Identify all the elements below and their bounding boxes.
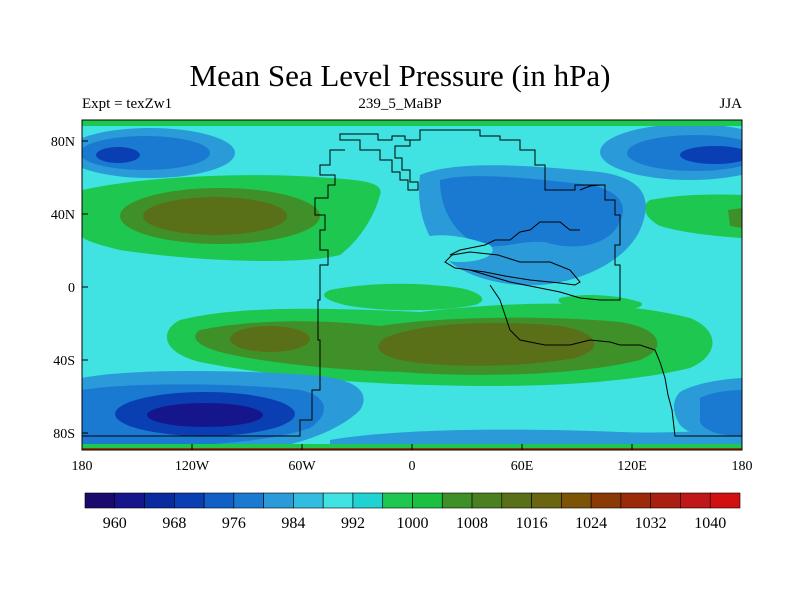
colorbar-swatch [203, 492, 235, 509]
colorbar-label: 1016 [516, 515, 548, 532]
colorbar-label: 1032 [635, 515, 667, 532]
lon-label: 180 [72, 459, 93, 474]
pangaea-americas-coast [82, 149, 345, 437]
northwest-low-core [96, 147, 140, 163]
colorbar-swatch [144, 492, 175, 509]
longitude-labels: 180 120W 60W 0 60E 120E 180 [72, 459, 753, 474]
colorbar-swatch [709, 492, 741, 509]
lon-label: 60W [288, 459, 316, 474]
colorbar-swatch [263, 492, 294, 509]
experiment-label: Expt = texZw1 [82, 96, 173, 112]
colorbar-label: 992 [341, 515, 365, 532]
continent-outlines [82, 129, 742, 437]
north-pole-band [82, 120, 742, 126]
lat-label: 80S [53, 427, 75, 442]
pangaea-west-coastline [339, 133, 419, 191]
south-east-low-deep [700, 390, 742, 436]
lat-label: 80N [51, 135, 75, 150]
east-north-high-green [644, 194, 742, 238]
colorbar-swatch [501, 492, 532, 509]
colorbar-swatch [114, 492, 145, 509]
tick-marks [81, 140, 743, 450]
colorbar-swatch [412, 492, 443, 509]
latitude-labels: 80N 40N 0 40S 80S [51, 135, 75, 442]
northeast-low-core [680, 146, 742, 164]
season-label: JJA [719, 96, 742, 112]
tethys-inner-coast [449, 221, 580, 256]
lon-label: 120E [617, 459, 647, 474]
lon-label: 120W [175, 459, 210, 474]
colorbar-label: 968 [162, 515, 186, 532]
lon-label: 180 [732, 459, 753, 474]
colorbar-swatch [561, 492, 592, 509]
colorbar-swatch [471, 492, 503, 509]
colorbar-swatch [531, 492, 562, 509]
caspian-bright-patch [415, 235, 493, 262]
colorbar-swatch [233, 492, 264, 509]
colorbar-swatch [590, 492, 622, 509]
lat-label: 40S [53, 354, 75, 369]
lat-label: 40N [51, 208, 75, 223]
colorbar-swatch [322, 492, 354, 509]
south-pacific-high-core [230, 326, 310, 352]
colorbar-labels: 960 968 976 984 992 1000 1008 1016 1024 1032 1040 [103, 515, 726, 532]
southern-gondwana-coast [489, 284, 742, 437]
colorbar-swatch [441, 492, 473, 509]
south-indian-high-core [378, 322, 595, 366]
map-title: Mean Sea Level Pressure (in hPa) [189, 58, 611, 93]
lat-label: 0 [68, 281, 75, 296]
colorbar-swatch [174, 492, 205, 509]
asian-low-mid [440, 176, 623, 247]
lon-label: 0 [409, 459, 416, 474]
colorbar-label: 1000 [397, 515, 429, 532]
colorbar-label: 1024 [575, 515, 607, 532]
colorbar [84, 492, 741, 509]
colorbar-label: 1040 [694, 515, 726, 532]
colorbar-label: 984 [281, 515, 305, 532]
colorbar-swatch [382, 492, 413, 509]
colorbar-swatch [84, 492, 116, 509]
colorbar-swatch [680, 492, 711, 509]
equatorial-green-band [324, 283, 483, 311]
east-north-high-olive [728, 208, 742, 228]
pressure-field [82, 120, 742, 450]
south-pacific-low-core [147, 403, 263, 427]
colorbar-swatch [293, 492, 324, 509]
time-period-label: 239_5_MaBP [358, 96, 442, 112]
central-inner-coast [579, 184, 601, 191]
north-high-core [143, 197, 287, 235]
colorbar-label: 976 [222, 515, 246, 532]
colorbar-swatch [650, 492, 681, 509]
colorbar-label: 1008 [456, 515, 488, 532]
colorbar-swatch [352, 492, 384, 509]
colorbar-swatch [620, 492, 651, 509]
colorbar-label: 960 [103, 515, 127, 532]
lon-label: 60E [511, 459, 534, 474]
north-east-coast [410, 129, 621, 301]
